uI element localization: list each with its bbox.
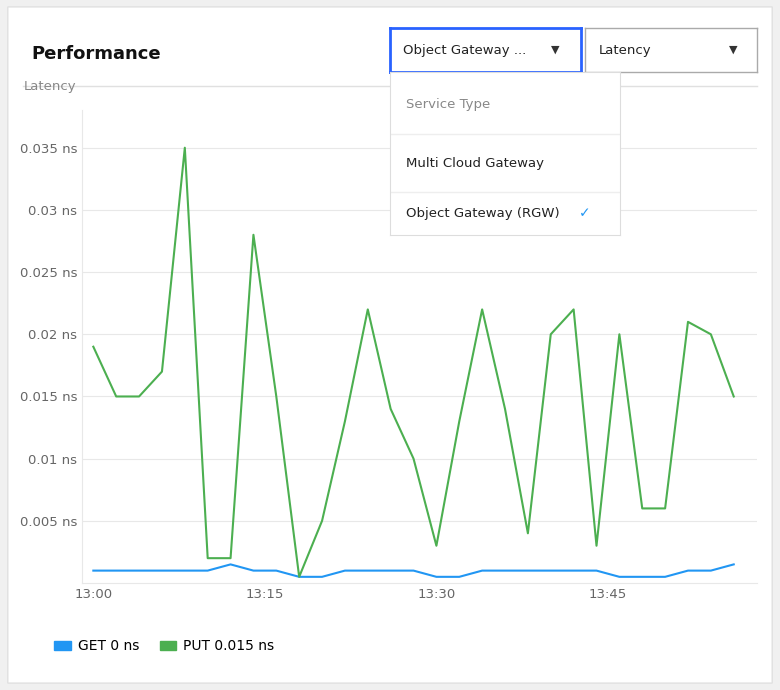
Text: Performance: Performance <box>31 45 161 63</box>
Text: Service Type: Service Type <box>406 99 491 111</box>
Text: Latency: Latency <box>599 43 651 57</box>
Text: ▼: ▼ <box>551 45 559 55</box>
Text: Object Gateway (RGW): Object Gateway (RGW) <box>406 207 560 220</box>
Legend: GET 0 ns, PUT 0.015 ns: GET 0 ns, PUT 0.015 ns <box>48 633 280 659</box>
Text: Multi Cloud Gateway: Multi Cloud Gateway <box>406 157 544 170</box>
Text: Object Gateway ...: Object Gateway ... <box>403 43 526 57</box>
Text: ▼: ▼ <box>729 45 738 55</box>
Text: Latency: Latency <box>23 80 76 93</box>
Text: ✓: ✓ <box>579 206 590 221</box>
